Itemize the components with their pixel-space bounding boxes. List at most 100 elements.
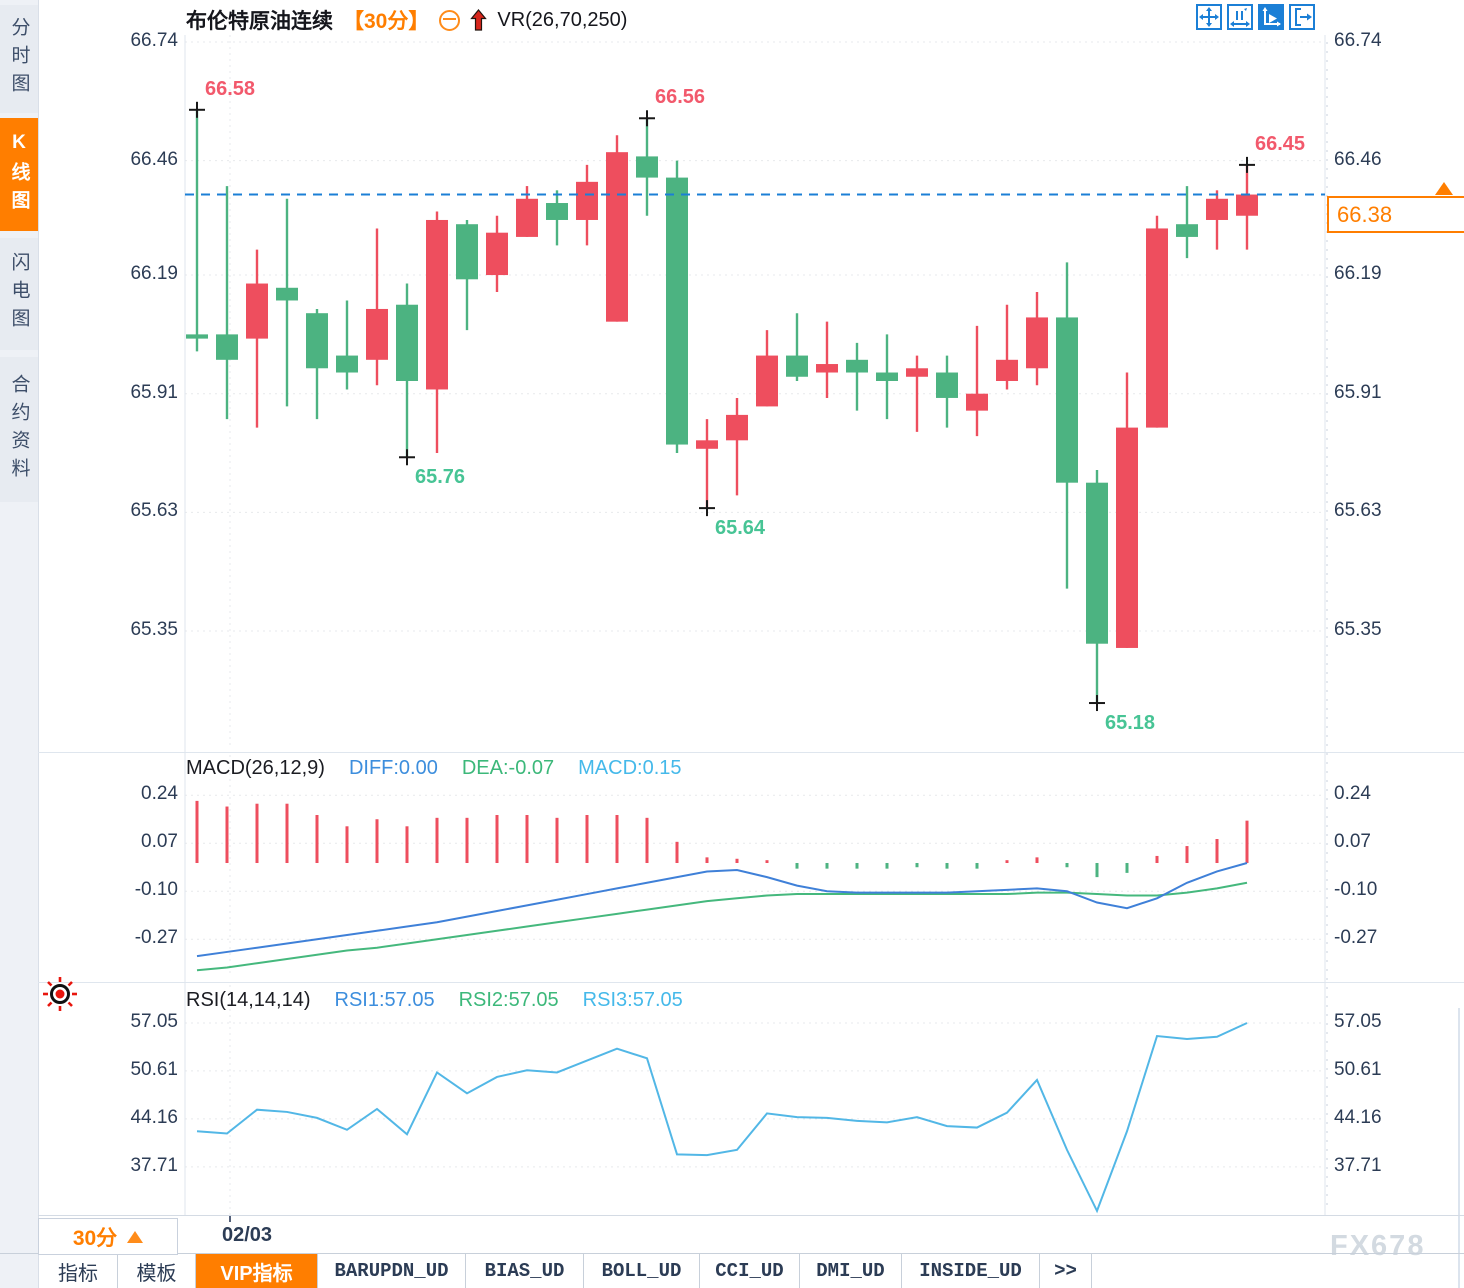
macd-header: MACD(26,12,9) DIFF:0.00 DEA:-0.07 MACD:0… [186, 757, 682, 780]
tab-bias-ud[interactable]: BIAS_UD [466, 1254, 584, 1288]
y-axis-label: 66.74 [130, 30, 178, 52]
tab-label: BOLL_UD [601, 1260, 682, 1282]
rsi-header: RSI(14,14,14) RSI1:57.05 RSI2:57.05 RSI3… [186, 989, 683, 1012]
vr-indicator-label: VR(26,70,250) [497, 8, 628, 31]
timeframe-selector-button[interactable]: 30分 [38, 1218, 178, 1255]
y-axis-label: 37.71 [1334, 1155, 1382, 1177]
candle-body [1236, 194, 1258, 216]
tab-label: 指标 [58, 1262, 98, 1285]
sidebar-tab-contract-info[interactable]: 合约资料 [0, 357, 38, 502]
candle-body [1056, 317, 1078, 483]
tab-label: INSIDE_UD [919, 1260, 1022, 1282]
timeframe-up-triangle-icon [127, 1230, 144, 1243]
circle-minus-icon[interactable] [439, 9, 461, 31]
candle-body [246, 283, 268, 339]
tab-cci-ud[interactable]: CCI_UD [700, 1254, 800, 1288]
candle-body [396, 304, 418, 381]
y-axis-label: 65.91 [130, 381, 178, 403]
diff-line [196, 862, 1248, 958]
y-axis-label: 0.24 [141, 783, 178, 805]
tab-label: BIAS_UD [484, 1260, 565, 1282]
current-price-box: 66.38 [1327, 196, 1464, 233]
y-axis-label: -0.27 [1334, 927, 1378, 949]
instrument-title: 布伦特原油连续 [186, 10, 333, 33]
y-axis-label: 66.46 [130, 148, 178, 170]
candle-body [1086, 482, 1108, 644]
candle-body [966, 393, 988, 411]
candle-body [636, 156, 658, 178]
y-axis-label: 65.35 [1334, 619, 1382, 641]
candle-body [186, 334, 208, 339]
sidebar-tab-label: 合约资料 [8, 373, 30, 486]
y-axis-label: 57.05 [1334, 1011, 1382, 1033]
right-edge-line [1458, 1008, 1460, 1288]
y-axis-label: 66.74 [1334, 30, 1382, 52]
candle-body [696, 440, 718, 449]
tab-label: CCI_UD [715, 1260, 784, 1282]
y-axis-label: 65.63 [1334, 500, 1382, 522]
sidebar-tab-time-chart[interactable]: 分时图 [0, 5, 38, 113]
fx678-watermark: FX678 [1330, 1230, 1426, 1262]
left-sidebar: 分时图 K线图 闪电图 合约资料 [0, 0, 39, 1288]
price-extreme-label: 65.18 [1105, 712, 1156, 735]
candle-body [606, 152, 628, 322]
candle-body [486, 232, 508, 276]
timeframe-label[interactable]: 【30分】 [343, 10, 430, 33]
tab-templates[interactable]: 模板 [118, 1254, 196, 1288]
sidebar-tab-kline-chart[interactable]: K线图 [0, 118, 38, 231]
y-axis-label: 37.71 [130, 1155, 178, 1177]
y-axis-label: 65.35 [130, 619, 178, 641]
candle-body [276, 287, 298, 301]
tab-inside-ud[interactable]: INSIDE_UD [902, 1254, 1040, 1288]
panel-separator [38, 982, 1464, 983]
y-axis-label: 66.46 [1334, 148, 1382, 170]
macd-macd-value: MACD:0.15 [578, 757, 682, 779]
go-latest-icon[interactable] [1289, 4, 1315, 30]
tab-label: VIP指标 [220, 1262, 293, 1285]
candle-body [546, 203, 568, 220]
tab-label: BARUPDN_UD [334, 1260, 449, 1282]
y-axis-label: -0.10 [1334, 879, 1378, 901]
macd-title[interactable]: MACD(26,12,9) [186, 757, 325, 779]
y-axis-label: -0.27 [134, 927, 178, 949]
rsi2-value: RSI2:57.05 [458, 989, 559, 1011]
timeframe-button-label: 30分 [72, 1226, 118, 1250]
tab-dmi-ud[interactable]: DMI_UD [800, 1254, 902, 1288]
candle-body [576, 181, 598, 220]
tabbar-top-border [0, 1253, 1464, 1254]
candle-body [786, 355, 808, 377]
price-extreme-label: 66.45 [1255, 132, 1306, 155]
y-axis-label: -0.10 [134, 879, 178, 901]
candle-body [1116, 427, 1138, 648]
auto-scale-icon[interactable] [1258, 4, 1284, 30]
tab-barupdn-ud[interactable]: BARUPDN_UD [318, 1254, 466, 1288]
indicator-settings-sun-icon[interactable] [42, 976, 78, 1012]
x-axis-date-label: 02/03 [222, 1224, 273, 1246]
panel-separator [38, 752, 1464, 753]
tab-label: 模板 [136, 1262, 177, 1285]
tab-label: >> [1054, 1260, 1077, 1282]
sidebar-tab-flash-chart[interactable]: 闪电图 [0, 238, 38, 350]
y-axis-label: 50.61 [1334, 1059, 1382, 1081]
tab-indicators[interactable]: 指标 [39, 1254, 118, 1288]
price-extreme-label: 66.56 [655, 86, 706, 109]
rsi-title[interactable]: RSI(14,14,14) [186, 989, 311, 1011]
tab-more[interactable]: >> [1040, 1254, 1092, 1288]
candle-body [846, 359, 868, 373]
candle-body [906, 368, 928, 377]
red-up-arrow-icon [470, 9, 488, 31]
axis-zoom-icon[interactable] [1227, 4, 1253, 30]
y-axis-label: 50.61 [130, 1059, 178, 1081]
y-axis-label: 66.19 [1334, 263, 1382, 285]
candle-body [456, 224, 478, 280]
candle-body [336, 355, 358, 373]
tab-vip-indicators[interactable]: VIP指标 [196, 1254, 318, 1288]
tab-boll-ud[interactable]: BOLL_UD [584, 1254, 700, 1288]
candle-body [366, 308, 388, 360]
sidebar-tab-label: 闪电图 [8, 252, 30, 336]
pan-icon[interactable] [1196, 4, 1222, 30]
chart-header: 布伦特原油连续 【30分】 VR(26,70,250) [186, 6, 627, 34]
price-extreme-label: 66.58 [205, 77, 256, 100]
candle-body [1026, 317, 1048, 369]
